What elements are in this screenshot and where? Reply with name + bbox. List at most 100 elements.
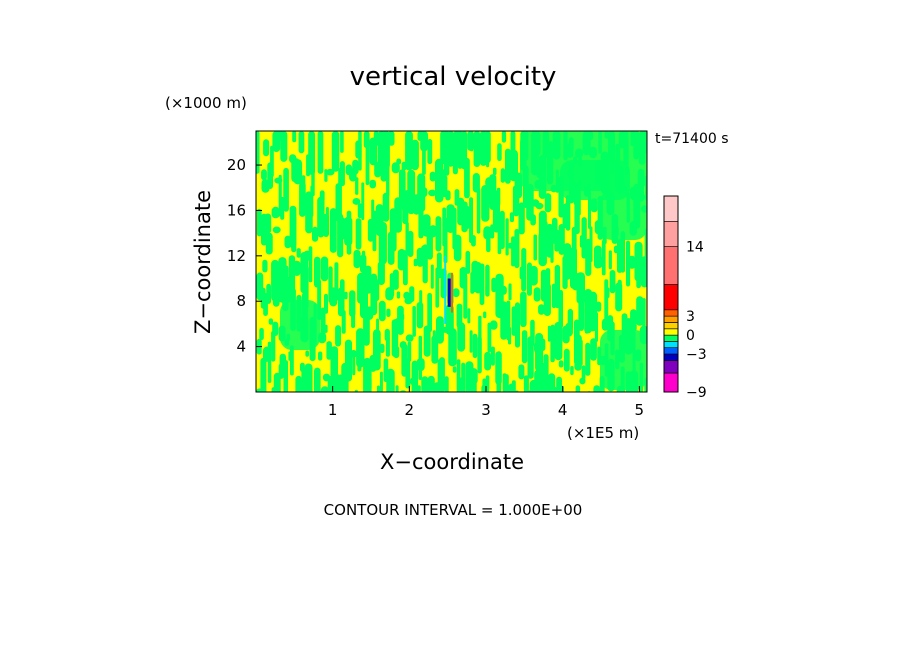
colorbar-band: [663, 221, 679, 247]
contour-interval: CONTOUR INTERVAL = 1.000E+00: [324, 501, 583, 519]
y-tick-label: 8: [236, 292, 246, 310]
field-patch: [396, 291, 401, 299]
y-tick-label: 12: [227, 247, 246, 265]
field-patch: [284, 235, 292, 249]
field-patch: [319, 148, 323, 162]
field-patch: [357, 203, 363, 219]
field-patch: [314, 367, 321, 392]
field-patch: [445, 190, 451, 201]
field-region: [600, 330, 647, 390]
field-patch: [364, 265, 372, 294]
colorbar-band: [663, 347, 679, 355]
field-patch: [428, 378, 434, 387]
field-patch: [436, 252, 442, 279]
field-patch: [304, 363, 313, 392]
field-patch: [465, 250, 471, 274]
field-patch: [393, 345, 400, 359]
field-patch: [411, 360, 419, 392]
field-patch: [320, 307, 326, 342]
field-patch: [377, 385, 380, 392]
field-patch: [318, 351, 323, 361]
field-patch: [407, 230, 414, 257]
field-patch: [319, 190, 325, 203]
field-patch: [509, 212, 514, 223]
field-patch: [280, 131, 288, 162]
field-patch: [355, 177, 359, 195]
field-patch: [293, 207, 297, 226]
x-tick-label: 3: [481, 401, 491, 419]
field-patch: [361, 182, 365, 220]
field-patch: [403, 291, 410, 300]
field-patch: [497, 143, 502, 161]
field-patch: [499, 210, 505, 249]
field-patch: [556, 376, 562, 392]
field-patch: [358, 131, 362, 171]
field-patch: [486, 154, 490, 168]
x-tick-label: 5: [635, 401, 645, 419]
colorbar-band: [663, 284, 679, 311]
y-axis-label: Z−coordinate: [191, 190, 215, 334]
field-patch: [483, 311, 487, 319]
field-patch: [608, 250, 612, 270]
field-patch: [373, 279, 380, 302]
x-unit-label: (×1E5 m): [567, 424, 639, 442]
field-patch: [380, 371, 383, 392]
field-patch: [267, 341, 272, 383]
field-patch: [447, 131, 454, 167]
field-patch: [256, 131, 260, 174]
field-patch: [421, 376, 429, 392]
field-patch: [383, 232, 387, 255]
field-patch: [354, 389, 358, 392]
field-patch: [642, 298, 646, 344]
field-patch: [301, 175, 306, 213]
field-patch: [429, 225, 437, 238]
field-patch: [308, 131, 315, 175]
field-patch: [318, 217, 322, 226]
field-patch: [262, 259, 268, 273]
field-patch: [590, 198, 598, 213]
field-patch: [409, 286, 415, 302]
field-patch: [496, 351, 502, 392]
colorbar-band: [663, 315, 679, 323]
field-patch: [296, 248, 301, 258]
field-patch: [489, 320, 498, 330]
field-patch: [388, 131, 395, 146]
field-patch: [534, 369, 542, 392]
field-patch: [308, 246, 313, 283]
y-axis: 4 8 12 16 20: [227, 156, 262, 356]
field-patch: [280, 196, 285, 220]
field-patch: [369, 179, 376, 189]
field-patch: [482, 378, 487, 392]
field-patch: [511, 380, 516, 392]
field-patch: [395, 385, 399, 392]
x-axis: 1 2 3 4 5: [328, 386, 644, 419]
field-patch: [452, 366, 457, 373]
field-patch: [256, 209, 262, 237]
field-patch: [547, 325, 551, 342]
field-patch: [453, 234, 462, 262]
colorbar-band: [663, 353, 679, 361]
colorbar-band: [663, 246, 679, 285]
field-patch: [330, 346, 338, 379]
field-patch: [432, 330, 436, 356]
field-patch: [533, 287, 541, 302]
field-patch: [552, 386, 557, 392]
field-patch: [266, 283, 271, 304]
field-patch: [475, 131, 480, 144]
field-patch: [326, 168, 335, 176]
field-patch: [293, 159, 303, 185]
field-patch: [485, 284, 489, 294]
field-patch: [325, 207, 329, 231]
field-patch: [514, 390, 519, 392]
field-patch: [320, 386, 329, 392]
field-patch: [479, 263, 485, 306]
field-patch: [428, 297, 432, 322]
x-axis-label: X−coordinate: [380, 450, 524, 474]
field-patch: [361, 250, 366, 287]
field-patch: [606, 287, 610, 298]
field-patch: [558, 290, 563, 328]
field-patch: [543, 354, 549, 392]
field-core-edge: [444, 255, 447, 324]
plot-frame: [255, 130, 648, 393]
field-patch: [427, 139, 433, 165]
